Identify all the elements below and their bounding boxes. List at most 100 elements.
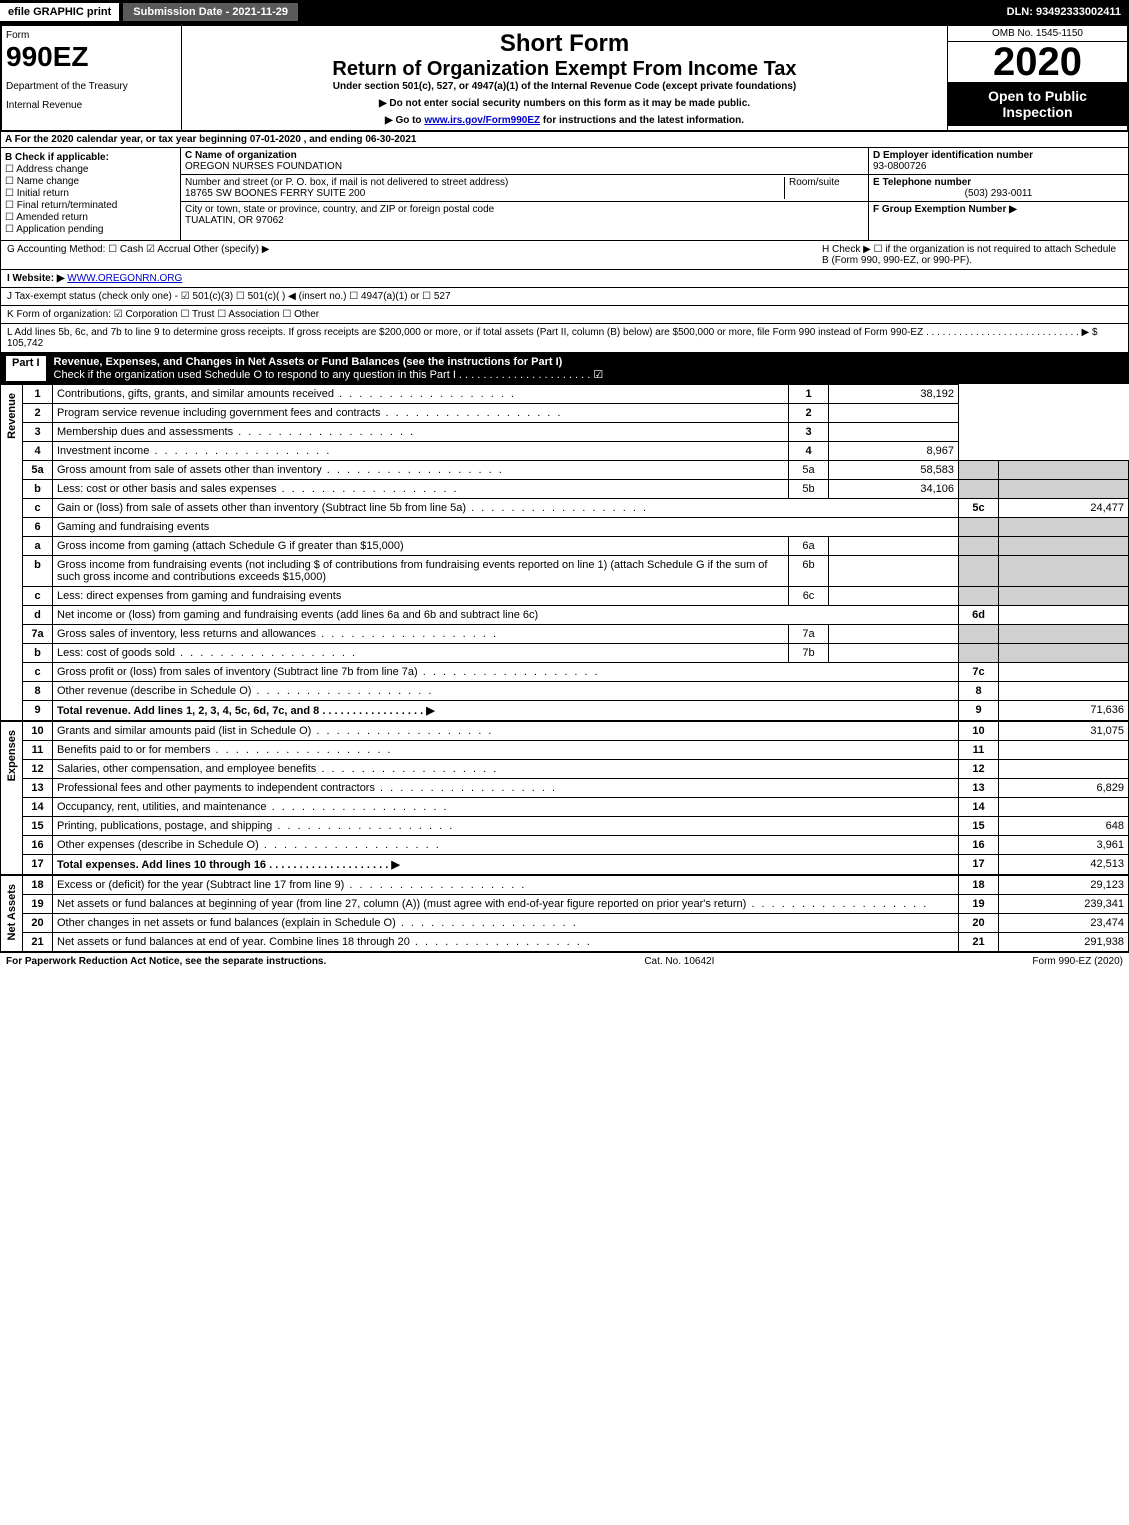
ein-label: D Employer identification number [873,150,1033,161]
open-inspection: Open to Public Inspection [948,82,1127,126]
row-19: 19Net assets or fund balances at beginni… [23,895,1129,914]
row-12: 12Salaries, other compensation, and empl… [23,760,1129,779]
top-bar: efile GRAPHIC print Submission Date - 20… [0,0,1129,24]
row-6b: bGross income from fundraising events (n… [23,556,1129,587]
row-5a: 5aGross amount from sale of assets other… [23,461,1129,480]
row-8: 8Other revenue (describe in Schedule O)8 [23,682,1129,701]
row-1: 1Contributions, gifts, grants, and simil… [23,385,1129,404]
grp-label: F Group Exemption Number ▶ [873,204,1017,215]
footer-left: For Paperwork Reduction Act Notice, see … [6,956,326,967]
footer-right: Form 990-EZ (2020) [1032,956,1123,967]
row-21: 21Net assets or fund balances at end of … [23,933,1129,952]
row-7b: bLess: cost of goods sold7b [23,644,1129,663]
row-2: 2Program service revenue including gover… [23,404,1129,423]
expenses-side-label: Expenses [0,721,22,875]
dln: DLN: 93492333002411 [999,3,1129,21]
netassets-side-label: Net Assets [0,875,22,952]
box-de: D Employer identification number 93-0800… [868,148,1128,240]
page-footer: For Paperwork Reduction Act Notice, see … [0,952,1129,970]
row-5b: bLess: cost or other basis and sales exp… [23,480,1129,499]
org-name-label: C Name of organization [185,150,864,161]
chk-name-change[interactable]: ☐ Name change [5,176,176,187]
row-13: 13Professional fees and other payments t… [23,779,1129,798]
tel: (503) 293-0011 [873,188,1124,199]
row-16: 16Other expenses (describe in Schedule O… [23,836,1129,855]
footer-mid: Cat. No. 10642I [644,956,714,967]
goto-note: ▶ Go to www.irs.gov/Form990EZ for instru… [186,115,943,126]
row-4: 4Investment income48,967 [23,442,1129,461]
form-header: Form 990EZ Department of the Treasury In… [0,24,1129,132]
line-i: I Website: ▶ WWW.OREGONRN.ORG [0,270,1129,288]
irs-link[interactable]: www.irs.gov/Form990EZ [424,115,540,126]
dept-treasury: Department of the Treasury [6,81,177,92]
chk-address-change[interactable]: ☐ Address change [5,164,176,175]
row-9: 9Total revenue. Add lines 1, 2, 3, 4, 5c… [23,701,1129,721]
revenue-table: 1Contributions, gifts, grants, and simil… [22,384,1129,721]
netassets-section: Net Assets 18Excess or (deficit) for the… [0,875,1129,952]
row-6a: aGross income from gaming (attach Schedu… [23,537,1129,556]
line-i-pre: I Website: ▶ [7,273,65,284]
chk-amended[interactable]: ☐ Amended return [5,212,176,223]
chk-pending[interactable]: ☐ Application pending [5,224,176,235]
tel-label: E Telephone number [873,177,971,188]
row-7c: cGross profit or (loss) from sales of in… [23,663,1129,682]
efile-label: efile GRAPHIC print [0,3,119,21]
city-row: City or town, state or province, country… [181,202,868,228]
box-b-title: B Check if applicable: [5,152,109,163]
city-label: City or town, state or province, country… [185,204,494,215]
dept-irs: Internal Revenue [6,100,177,111]
row-6d: dNet income or (loss) from gaming and fu… [23,606,1129,625]
chk-initial-return[interactable]: ☐ Initial return [5,188,176,199]
row-20: 20Other changes in net assets or fund ba… [23,914,1129,933]
ssn-note: ▶ Do not enter social security numbers o… [186,98,943,109]
city: TUALATIN, OR 97062 [185,215,494,226]
expenses-section: Expenses 10Grants and similar amounts pa… [0,721,1129,875]
part1-header: Part I Revenue, Expenses, and Changes in… [0,353,1129,384]
part1-label: Part I [6,356,46,381]
ein: 93-0800726 [873,161,926,172]
return-title: Return of Organization Exempt From Incom… [186,58,943,81]
row-7a: 7aGross sales of inventory, less returns… [23,625,1129,644]
row-17: 17Total expenses. Add lines 10 through 1… [23,855,1129,875]
revenue-side-label: Revenue [0,384,22,721]
form-word: Form [6,30,177,41]
row-3: 3Membership dues and assessments3 [23,423,1129,442]
header-left: Form 990EZ Department of the Treasury In… [2,26,182,130]
row-10: 10Grants and similar amounts paid (list … [23,722,1129,741]
netassets-table: 18Excess or (deficit) for the year (Subt… [22,875,1129,952]
ein-row: D Employer identification number 93-0800… [869,148,1128,175]
expenses-table: 10Grants and similar amounts paid (list … [22,721,1129,875]
line-k: K Form of organization: ☑ Corporation ☐ … [0,306,1129,324]
header-right: OMB No. 1545-1150 2020 Open to Public In… [947,26,1127,130]
row-18: 18Excess or (deficit) for the year (Subt… [23,876,1129,895]
revenue-section: Revenue 1Contributions, gifts, grants, a… [0,384,1129,721]
line-g: G Accounting Method: ☐ Cash ☑ Accrual Ot… [7,244,269,266]
box-b: B Check if applicable: ☐ Address change … [1,148,181,240]
under-section: Under section 501(c), 527, or 4947(a)(1)… [186,81,943,92]
addr-label: Number and street (or P. O. box, if mail… [185,177,784,188]
box-bc: B Check if applicable: ☐ Address change … [0,148,1129,241]
addr-row: Number and street (or P. O. box, if mail… [181,175,868,202]
org-name: OREGON NURSES FOUNDATION [185,161,864,172]
chk-final-return[interactable]: ☐ Final return/terminated [5,200,176,211]
form-number: 990EZ [6,41,177,73]
row-6c: cLess: direct expenses from gaming and f… [23,587,1129,606]
tel-row: E Telephone number (503) 293-0011 [869,175,1128,202]
tax-year: 2020 [948,42,1127,82]
line-j: J Tax-exempt status (check only one) - ☑… [0,288,1129,306]
submission-date: Submission Date - 2021-11-29 [123,3,298,21]
addr: 18765 SW BOONES FERRY SUITE 200 [185,188,784,199]
row-14: 14Occupancy, rent, utilities, and mainte… [23,798,1129,817]
line-a: A For the 2020 calendar year, or tax yea… [0,132,1129,148]
website-link[interactable]: WWW.OREGONRN.ORG [67,273,182,284]
org-name-row: C Name of organization OREGON NURSES FOU… [181,148,868,175]
row-5c: cGain or (loss) from sale of assets othe… [23,499,1129,518]
goto-pre: ▶ Go to [385,115,424,126]
short-form-title: Short Form [186,30,943,58]
goto-post: for instructions and the latest informat… [540,115,744,126]
line-h: H Check ▶ ☐ if the organization is not r… [822,244,1122,266]
room-suite: Room/suite [784,177,864,199]
line-gh: G Accounting Method: ☐ Cash ☑ Accrual Ot… [0,241,1129,270]
box-c: C Name of organization OREGON NURSES FOU… [181,148,868,240]
row-6: 6Gaming and fundraising events [23,518,1129,537]
